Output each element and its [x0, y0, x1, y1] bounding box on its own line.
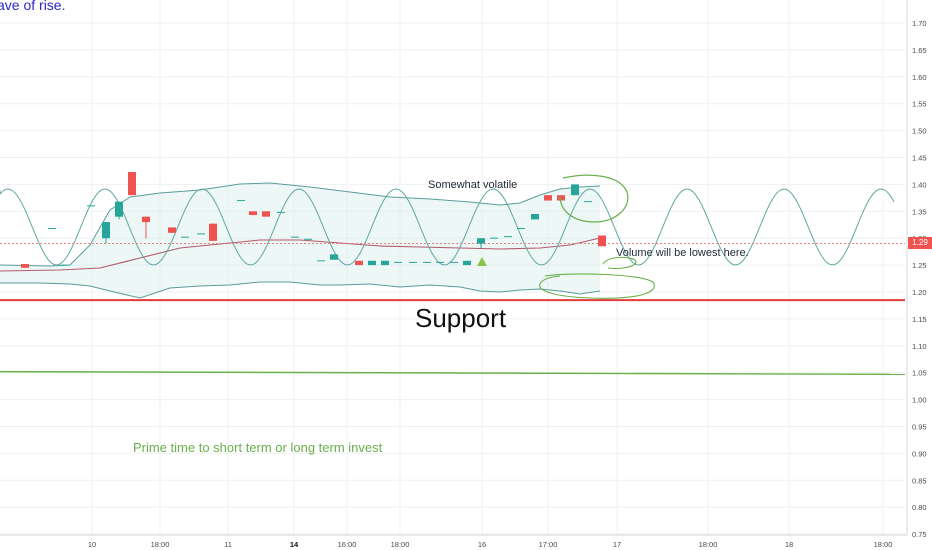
candle — [381, 260, 389, 266]
current-price-tag: 1.29 — [908, 237, 932, 249]
x-tick-label: 18:00 — [151, 540, 170, 549]
candle-body — [368, 260, 376, 266]
candle — [531, 213, 539, 220]
band-lower — [0, 281, 601, 299]
annotation-volatile: Somewhat volatile — [428, 179, 518, 191]
y-tick-label: 1.55 — [912, 100, 927, 109]
y-tick-label: 1.50 — [912, 127, 927, 136]
candle-body — [209, 223, 217, 241]
y-tick-label: 1.65 — [912, 46, 927, 55]
y-tick-label: 0.75 — [912, 530, 927, 539]
y-tick-label: 1.05 — [912, 369, 927, 378]
y-tick-label: 1.45 — [912, 154, 927, 163]
y-tick-label: 1.15 — [912, 315, 927, 324]
candles — [21, 172, 606, 268]
candle-body — [128, 172, 136, 196]
x-tick-label: 18:00 — [391, 540, 410, 549]
candle — [168, 227, 176, 233]
circle-drawing-volume — [602, 256, 637, 269]
y-tick-label: 0.95 — [912, 423, 927, 432]
bollinger-bands — [0, 182, 895, 299]
y-tick-label: 0.80 — [912, 503, 927, 512]
candle — [249, 211, 257, 216]
drawings — [539, 174, 655, 299]
horizontal-lines — [0, 243, 906, 376]
green-trend-line — [0, 370, 906, 376]
candle — [544, 195, 552, 201]
circle-drawing-low — [539, 273, 655, 299]
candle — [355, 260, 363, 266]
candle-body — [571, 184, 579, 196]
band-basis — [0, 237, 601, 272]
candle-body — [168, 227, 176, 233]
x-tick-label: 18:00 — [874, 540, 893, 549]
x-tick-label: 16:00 — [338, 540, 357, 549]
y-axis: 1.701.651.601.551.501.451.401.351.301.25… — [906, 0, 927, 539]
candle-body — [21, 264, 29, 268]
circle-drawing-volatile — [559, 174, 629, 223]
candle — [463, 260, 471, 266]
candle — [262, 211, 270, 217]
candle-body — [355, 260, 363, 266]
x-tick-label: 18:00 — [699, 540, 718, 549]
x-tick-label: 18 — [785, 540, 793, 549]
candle-body — [249, 211, 257, 216]
candle-body — [544, 195, 552, 201]
band-upper — [0, 182, 601, 267]
y-tick-label: 1.60 — [912, 73, 927, 82]
wave-line — [0, 188, 895, 266]
x-tick-label: 17:00 — [539, 540, 558, 549]
candle — [477, 238, 485, 248]
candle-body — [142, 216, 150, 223]
buy-arrow-icon — [477, 257, 487, 266]
candle — [21, 264, 29, 268]
candle — [115, 201, 123, 220]
y-tick-label: 1.10 — [912, 342, 927, 351]
annotation-support: Support — [415, 303, 507, 333]
candle — [598, 235, 606, 247]
annotation-prime: Prime time to short term or long term in… — [133, 440, 383, 455]
x-tick-label: 11 — [224, 540, 232, 549]
candle — [142, 216, 150, 239]
annotation-wave: ave of rise. — [0, 0, 66, 13]
candle-body — [102, 222, 110, 239]
x-tick-label: 17 — [613, 540, 621, 549]
y-tick-label: 1.40 — [912, 180, 927, 189]
y-tick-label: 1.20 — [912, 288, 927, 297]
candle-body — [330, 254, 338, 260]
candle-body — [598, 235, 606, 247]
candle-body — [115, 201, 123, 217]
candle — [209, 223, 217, 241]
candle — [368, 260, 376, 266]
y-tick-label: 0.90 — [912, 449, 927, 458]
candle-body — [531, 213, 539, 220]
annotation-volume: Volume will be lowest here. — [616, 247, 749, 259]
y-tick-label: 1.25 — [912, 261, 927, 270]
candle — [557, 195, 565, 201]
candle-body — [463, 260, 471, 266]
candle-body — [381, 260, 389, 266]
candle — [102, 222, 110, 244]
x-axis: 10 18:00 11 14 16:00 18:00 16 17:00 17 18:00 18 18:… — [0, 534, 907, 549]
x-tick-label: 10 — [88, 540, 96, 549]
candle — [128, 172, 136, 196]
y-tick-label: 1.35 — [912, 207, 927, 216]
candle-body — [262, 211, 270, 217]
x-tick-label: 14 — [290, 540, 299, 549]
x-tick-label: 16 — [478, 540, 486, 549]
candle — [330, 254, 338, 260]
candle-body — [557, 195, 565, 201]
y-tick-label: 1.00 — [912, 396, 927, 405]
y-tick-label: 1.70 — [912, 19, 927, 28]
candle-body — [477, 238, 485, 244]
candle — [571, 184, 579, 196]
y-tick-label: 0.85 — [912, 476, 927, 485]
